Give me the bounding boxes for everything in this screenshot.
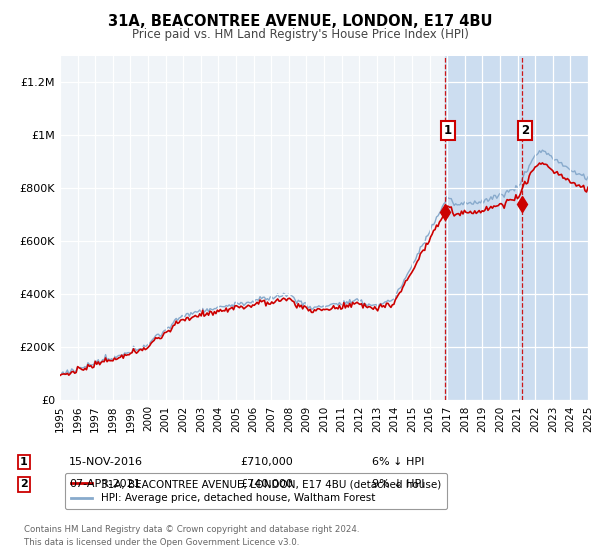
Text: 1: 1 [20,457,28,467]
Text: Contains HM Land Registry data © Crown copyright and database right 2024.
This d: Contains HM Land Registry data © Crown c… [24,525,359,547]
Text: 1: 1 [443,124,452,137]
Text: £740,000: £740,000 [240,479,293,489]
Text: 9% ↓ HPI: 9% ↓ HPI [372,479,425,489]
Text: Price paid vs. HM Land Registry's House Price Index (HPI): Price paid vs. HM Land Registry's House … [131,28,469,41]
Legend: 31A, BEACONTREE AVENUE, LONDON, E17 4BU (detached house), HPI: Average price, de: 31A, BEACONTREE AVENUE, LONDON, E17 4BU … [65,473,447,510]
Text: 6% ↓ HPI: 6% ↓ HPI [372,457,424,467]
Text: 15-NOV-2016: 15-NOV-2016 [69,457,143,467]
Text: £710,000: £710,000 [240,457,293,467]
Text: 2: 2 [20,479,28,489]
Text: 31A, BEACONTREE AVENUE, LONDON, E17 4BU: 31A, BEACONTREE AVENUE, LONDON, E17 4BU [108,14,492,29]
Bar [445,56,597,400]
Text: 07-APR-2021: 07-APR-2021 [69,479,141,489]
Text: 2: 2 [521,124,529,137]
